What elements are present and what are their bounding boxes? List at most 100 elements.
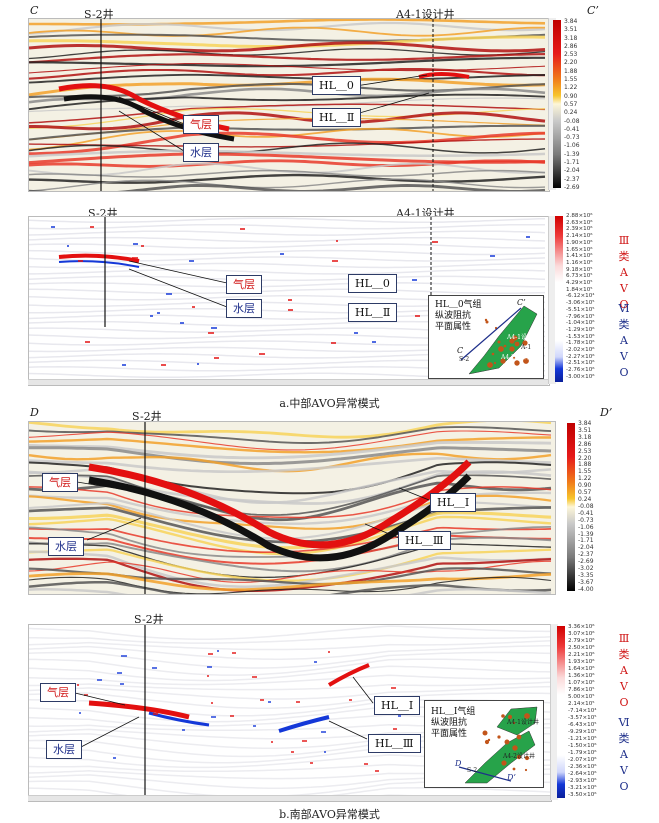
anomaly-dot (354, 332, 358, 334)
attribute-spot (485, 320, 489, 324)
background-event (29, 634, 551, 644)
anomaly-dot (161, 364, 166, 366)
background-event (29, 275, 546, 282)
anomaly-dot (260, 699, 264, 701)
section-line (458, 766, 512, 782)
colorbar-tick: -2.93×10⁶ (568, 778, 597, 784)
inset-map-image (458, 706, 538, 784)
colorbar-tick: 3.07×10⁶ (568, 631, 595, 637)
colorbar-tick: -1.06 (564, 142, 580, 150)
seismic-reflector (29, 470, 552, 505)
seismic-reflector (29, 131, 546, 156)
seismic-reflector (29, 536, 552, 573)
leader-line (328, 720, 368, 740)
colorbar-tick: -2.76×10⁶ (566, 367, 595, 374)
colorbar-tick: -1.78×10⁶ (566, 340, 595, 347)
seismic-reflector (29, 534, 552, 565)
gas-reflector (88, 459, 472, 549)
horizontal-scrollbar[interactable] (28, 795, 550, 801)
colorbar-tick: -9.29×10⁵ (568, 729, 597, 735)
colorbar-tick: 3.84 (564, 18, 578, 25)
anomaly-dot (331, 342, 336, 344)
colorbar-tick: 7.86×10⁵ (568, 687, 595, 693)
anomaly-dot (141, 245, 144, 247)
anomaly-dot (288, 309, 293, 311)
attribute-spot (512, 745, 518, 751)
colorbar-tick: 2.21×10⁶ (568, 652, 595, 658)
anomaly-dot (208, 653, 213, 655)
anomaly-dot (321, 731, 326, 733)
background-event (29, 681, 551, 691)
colorbar-ticks: 3.84 3.51 3.18 2.86 2.53 2.20 1.88 1.55 1.22 0.90… (564, 18, 580, 192)
anomaly-dot (398, 715, 401, 717)
section-start-label: D (30, 406, 39, 419)
colorbar-tick: -3.00×10⁶ (566, 373, 595, 380)
label-water-layer: 水层 (226, 299, 262, 318)
attribute-spot (484, 318, 488, 322)
anomaly-dot (393, 728, 397, 730)
label-gas-layer: 气层 (42, 473, 78, 492)
colorbar-tick: 1.22 (578, 475, 592, 483)
attribute-spot (497, 735, 501, 739)
colorbar-tick: -3.35 (578, 571, 594, 579)
attribute-spot (507, 714, 513, 720)
anomaly-dot (152, 667, 157, 669)
inset-label-c: C (457, 346, 464, 355)
anomaly-dot (432, 241, 438, 243)
label-gas-layer: 气层 (226, 275, 262, 294)
attribute-spot (514, 360, 520, 366)
seismic-reflector (29, 26, 545, 37)
seismic-reflector (29, 436, 551, 454)
label-hl1: HL＿Ⅰ (374, 696, 421, 715)
colorbar-tick: 1.90×10⁶ (566, 239, 593, 246)
colorbar-tick: -0.73 (564, 134, 580, 142)
anomaly-dot (153, 713, 158, 715)
colorbar-tick: -1.21×10⁶ (568, 736, 597, 742)
anomaly-dot (180, 322, 184, 324)
seismic-reflector (29, 543, 552, 579)
anomaly-dot (133, 243, 138, 245)
attribute-spot (509, 338, 515, 344)
horizontal-scrollbar[interactable] (28, 379, 548, 385)
colorbar-tick: 3.36×10⁶ (568, 624, 595, 630)
inset-label-d: D (455, 759, 462, 768)
inset-title: HL＿0气组 纵波阻抗 平面属性 (435, 300, 482, 332)
anomaly-dot (67, 245, 69, 247)
colorbar-tick: -1.71 (578, 537, 594, 545)
colorbar-tick: -5.51×10⁵ (566, 306, 595, 313)
vertical-scrollbar[interactable] (550, 624, 558, 800)
colorbar-tick: 2.53 (564, 51, 578, 59)
colorbar-tick: -2.37 (564, 175, 580, 183)
colorbar-tick: 2.39×10⁶ (566, 226, 593, 233)
colorbar-tick: 1.16×10⁶ (566, 259, 593, 266)
anomaly-dot (207, 666, 212, 668)
vertical-scrollbar[interactable] (548, 18, 556, 190)
anomaly-dot (217, 650, 219, 652)
colorbar-tick: 3.51 (564, 26, 578, 34)
inset-label-s2: S-2 (467, 767, 478, 774)
colorbar-tick: 2.14×10⁶ (566, 233, 593, 240)
colorbar-tick: 0.57 (578, 489, 592, 497)
anomaly-dot (97, 679, 102, 681)
colorbar-tick: 0.57 (564, 100, 578, 108)
anomaly-dot (332, 260, 338, 262)
colorbar-tick: -7.14×10⁴ (568, 708, 597, 714)
colorbar-tick: -1.39 (564, 150, 580, 158)
seismic-reflector (29, 422, 552, 439)
caption-b: b.南部AVO异常模式 (279, 808, 380, 821)
anomaly-dot (372, 341, 376, 343)
anomaly-dot (182, 729, 185, 731)
well-label-s2: S-2井 (132, 410, 162, 423)
colorbar-tick: 0.90 (564, 92, 578, 100)
attribute-spot (497, 340, 501, 344)
colorbar-tick: 3.18 (578, 433, 592, 441)
attribute-spot (512, 356, 516, 360)
attribute-spot (512, 721, 516, 725)
leader-line (74, 692, 126, 706)
colorbar-tick: 1.93×10⁶ (568, 659, 595, 665)
attribute-spot (487, 362, 493, 368)
seismic-reflector (29, 588, 552, 594)
anomaly-dot (192, 306, 195, 308)
inset-label-a41: A4-1设计井 (507, 334, 539, 341)
vertical-scrollbar[interactable] (548, 216, 556, 384)
